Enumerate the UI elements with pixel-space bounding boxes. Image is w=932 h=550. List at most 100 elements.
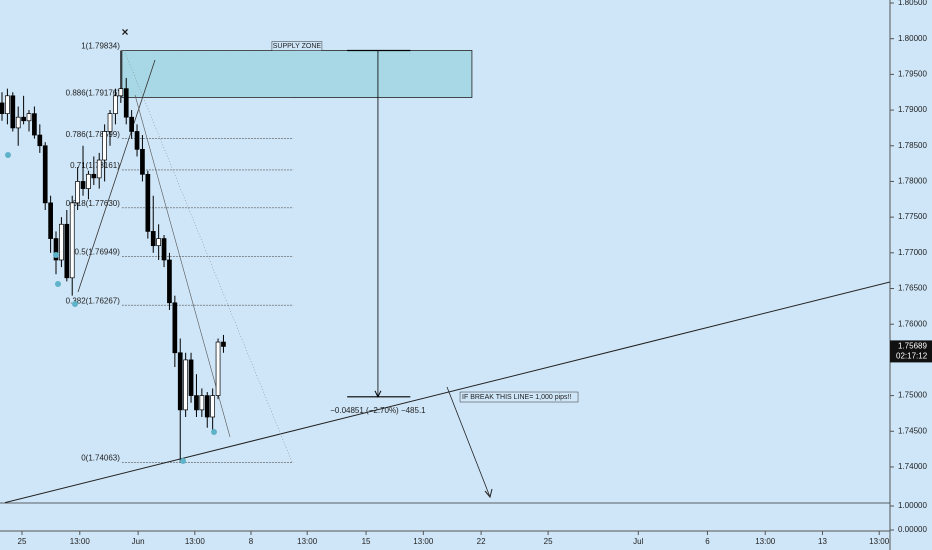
swing-marker [5,152,11,158]
candle-body [53,238,59,261]
drop-line [123,49,293,463]
y-tick-label: 1.77500 [898,212,927,221]
note-label: IF BREAK THIS LINE= 1,000 pips!! [462,394,571,401]
x-tick-label: 13:00 [755,537,776,546]
y-tick-label: 1.79000 [898,105,927,114]
candle-body [0,102,5,114]
y-tick-label: 1.78000 [898,177,927,186]
x-tick-label: 22 [477,537,486,546]
candle-body [48,202,53,239]
candle-body [145,173,151,232]
measure-arrow-head [374,390,382,398]
fib-label: 0.886(1.79176) [66,89,121,98]
x-tick-label: 13:00 [413,537,434,546]
x-tick-label: 25 [544,537,553,546]
fib-label: 0.786(1.78599) [66,130,121,139]
x-tick-label: 25 [18,537,27,546]
marker-x: × [121,25,128,39]
candle-body [129,116,134,132]
candle-body [118,88,124,97]
y-tick-label: 0.00000 [898,525,927,534]
last-price-box [890,340,932,363]
candle-body [150,231,156,247]
candle-body [91,173,97,179]
candle-body [183,359,188,411]
candle-body [177,352,183,411]
x-tick-label: 6 [705,537,710,546]
candle-body [199,395,205,411]
candle-body [37,134,43,147]
candle-body [204,395,210,418]
candle-body [21,116,26,122]
candle-body [188,359,194,396]
candle-body [102,131,107,161]
candle-body [134,131,140,150]
candle-body [140,148,145,175]
y-tick-label: 1.79500 [898,69,927,78]
candle-body [161,238,167,261]
candle-body [107,113,113,132]
supply-zone [121,50,473,98]
x-tick-label: Jun [132,537,145,546]
candle-body [96,159,102,179]
fib-label: 0(1.74063) [81,454,120,463]
x-tick-label: 8 [249,537,254,546]
fib-label: 0.618(1.77630) [66,199,121,208]
swing-marker [211,429,217,435]
swing-marker [72,301,78,307]
fib-label: 1(1.79834) [81,42,120,51]
candle-body [215,341,221,396]
candle-body [64,223,70,279]
countdown-label: 02:17:12 [896,352,928,361]
x-tick-label: 13:00 [70,537,91,546]
candle-body [69,202,75,279]
x-tick-label: 13:00 [297,537,318,546]
candle-body [167,259,172,304]
y-tick-label: 1.80000 [898,34,927,43]
x-tick-label: 13:00 [185,537,206,546]
x-tick-label: 13 [818,537,827,546]
candle-body [10,95,16,129]
candle-body [86,173,91,189]
candle-body [113,95,118,114]
last-price-label: 1.75689 [898,342,927,351]
y-tick-label: 1.76000 [898,319,927,328]
note-arrow [446,386,491,498]
candle-body [26,113,32,122]
x-tick-label: 13:00 [869,537,890,546]
candle-body [221,341,226,347]
candle-body [123,88,129,118]
measure-label: −0.04851 (−2.70%) −485.1 [330,406,426,415]
candle-body [59,223,64,261]
candle-body [194,395,199,411]
note-arrow-head [484,488,493,499]
candle-body [5,95,10,114]
x-tick-label: 15 [362,537,371,546]
candle-body [32,113,37,136]
y-tick-label: 1.74000 [898,462,927,471]
candle-body [42,145,48,204]
swing-marker [53,252,59,258]
fib-label: 0.5(1.76949) [75,248,121,257]
rise-line [77,59,156,293]
x-tick-label: Jul [633,537,643,546]
candle-body [172,302,178,354]
candle-body [156,238,161,247]
y-tick-label: 1.76500 [898,284,927,293]
drop-line-2 [134,94,231,438]
fib-label: 0.71(1.78161) [70,161,120,170]
swing-marker [180,458,186,464]
y-tick-label: 1.78500 [898,141,927,150]
y-tick-label: 1.80500 [898,0,927,7]
note-box [459,391,579,403]
fib-label: 0.382(1.76267) [66,296,121,305]
y-tick-label: 1.75000 [898,391,927,400]
y-tick-label: 1.77000 [898,248,927,257]
swing-marker [55,281,61,287]
candle-body [210,395,216,418]
candle-body [15,116,21,129]
candle-body [80,181,86,189]
y-tick-label: 1.74500 [898,426,927,435]
